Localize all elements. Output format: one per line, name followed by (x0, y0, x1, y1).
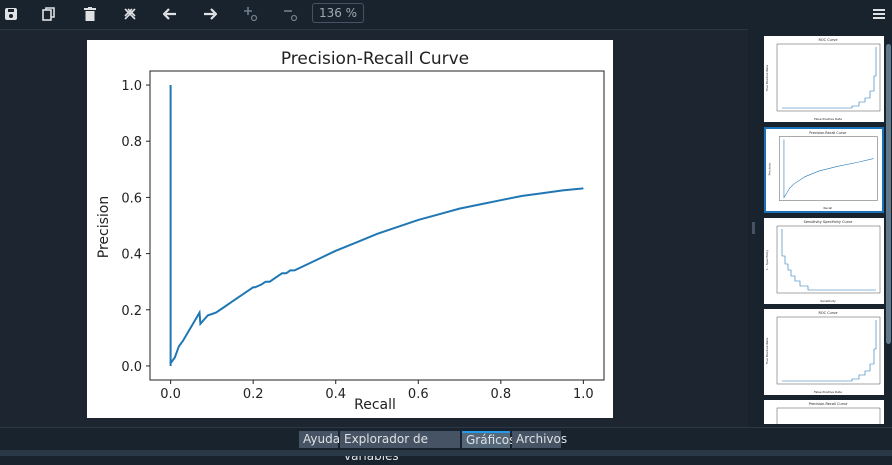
thumbnail-roc-2[interactable]: ROC Curve False Positive Rate True Posit… (764, 309, 884, 395)
x-axis-label: Recall (354, 397, 396, 413)
thumb-title: ROC Curve (818, 311, 837, 315)
thumb-ylabel: Precision (768, 162, 772, 175)
arrow-right-icon[interactable] (199, 3, 221, 25)
y-tick-label: 0.6 (121, 191, 142, 206)
thumbnail-pr-selected[interactable]: Precision-Recall Curve Recall Precision (764, 127, 884, 213)
thumb-title: Precision-Recall Curve (809, 131, 846, 135)
thumb-ylabel: True Positive Rate (765, 64, 769, 92)
tab-ayuda[interactable]: Ayuda (299, 431, 340, 448)
plot-frame (149, 70, 605, 381)
thumbnail-pr-2[interactable]: Precision-Recall Curve (764, 400, 884, 424)
thumb-xlabel: Recall (824, 206, 833, 210)
copy-icon[interactable] (38, 3, 60, 25)
y-tick-label: 0.2 (121, 304, 142, 319)
pr-curve-line (169, 85, 584, 366)
zoom-level-field[interactable]: 136 % (312, 3, 364, 23)
y-tick-label: 0.0 (121, 360, 142, 375)
x-tick-label: 0.8 (490, 387, 511, 402)
thumb-xlabel: False Positive Rate (814, 117, 842, 121)
hamburger-menu-icon[interactable] (868, 3, 890, 25)
trash-icon[interactable] (79, 3, 101, 25)
x-tick-label: 0.0 (160, 387, 181, 402)
x-axis-ticks: 0.0 0.2 0.4 0.6 0.8 1.0 (160, 380, 594, 402)
save-icon[interactable] (0, 3, 22, 25)
thumbnail-sensitivity-specificity[interactable]: Sensitivity Specificity Curve Sensitivit… (764, 218, 884, 304)
thumb-xlabel: False Positive Rate (814, 390, 842, 394)
y-axis-ticks: 0.0 0.2 0.4 0.6 0.8 1.0 (121, 79, 150, 375)
thumbnails-scrollbar-handle[interactable] (886, 44, 891, 344)
thumb-title: ROC Curve (818, 38, 837, 42)
y-tick-label: 0.8 (121, 135, 142, 150)
precision-recall-chart: Precision-Recall Curve 0.0 0.2 0.4 0.6 0.8 1.… (96, 49, 605, 413)
thumb-title: Sensitivity Specificity Curve (804, 220, 853, 224)
y-tick-label: 1.0 (121, 79, 142, 94)
thumb-xlabel: Sensitivity (820, 299, 836, 303)
thumb-ylabel: True Positive Rate (765, 337, 769, 365)
y-axis-label: Precision (96, 196, 112, 258)
x-tick-label: 0.4 (325, 387, 346, 402)
plots-toolbar: 136 % (0, 0, 892, 29)
thumbnail-roc-1[interactable]: ROC Curve False Positive Rate True Posit… (764, 36, 884, 122)
close-all-icon[interactable] (119, 3, 141, 25)
tab-archivos[interactable]: Archivos (512, 431, 567, 448)
zoom-in-icon[interactable] (239, 3, 261, 25)
plot-canvas: Precision-Recall Curve 0.0 0.2 0.4 0.6 0.8 1.… (87, 40, 613, 418)
x-tick-label: 0.2 (243, 387, 264, 402)
x-tick-label: 0.6 (408, 387, 429, 402)
tab-graficos[interactable]: Gráficos (462, 431, 515, 448)
splitter-grip-icon[interactable] (752, 222, 755, 234)
x-tick-label: 1.0 (573, 387, 594, 402)
thumb-ylabel: 1 - Specificity (765, 250, 769, 271)
arrow-left-icon[interactable] (159, 3, 181, 25)
thumb-title: Precision-Recall Curve (809, 402, 848, 406)
y-tick-label: 0.4 (121, 248, 142, 263)
tab-explorador-de-variables[interactable]: Explorador de variables (340, 431, 460, 463)
zoom-out-icon[interactable] (279, 3, 301, 25)
status-strip (0, 450, 892, 456)
chart-title: Precision-Recall Curve (281, 49, 469, 69)
